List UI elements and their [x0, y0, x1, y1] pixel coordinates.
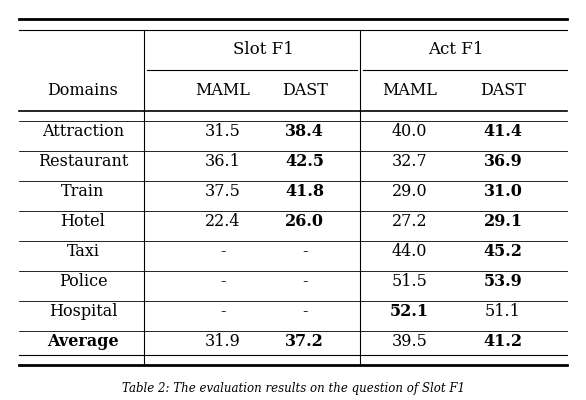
Text: 53.9: 53.9 [483, 273, 522, 290]
Text: 37.5: 37.5 [205, 183, 241, 200]
Text: 42.5: 42.5 [285, 153, 324, 170]
Text: DAST: DAST [282, 82, 328, 99]
Text: -: - [302, 303, 308, 320]
Text: 51.5: 51.5 [391, 273, 428, 290]
Text: 32.7: 32.7 [392, 153, 428, 170]
Text: MAML: MAML [382, 82, 437, 99]
Text: Restaurant: Restaurant [38, 153, 128, 170]
Text: Hotel: Hotel [60, 213, 105, 230]
Text: 39.5: 39.5 [391, 333, 428, 350]
Text: 37.2: 37.2 [285, 333, 324, 350]
Text: 29.1: 29.1 [483, 213, 523, 230]
Text: 31.9: 31.9 [205, 333, 241, 350]
Text: -: - [302, 273, 308, 290]
Text: 38.4: 38.4 [285, 123, 324, 140]
Text: 51.1: 51.1 [485, 303, 521, 320]
Text: Hospital: Hospital [49, 303, 117, 320]
Text: Average: Average [47, 333, 119, 350]
Text: 29.0: 29.0 [392, 183, 427, 200]
Text: -: - [220, 243, 226, 260]
Text: 36.9: 36.9 [483, 153, 522, 170]
Text: 27.2: 27.2 [392, 213, 427, 230]
Text: 22.4: 22.4 [205, 213, 241, 230]
Text: Slot F1: Slot F1 [233, 41, 294, 58]
Text: Act F1: Act F1 [428, 41, 484, 58]
Text: Taxi: Taxi [67, 243, 100, 260]
Text: 36.1: 36.1 [205, 153, 241, 170]
Text: 52.1: 52.1 [390, 303, 429, 320]
Text: Police: Police [59, 273, 107, 290]
Text: 26.0: 26.0 [285, 213, 324, 230]
Text: Domains: Domains [47, 82, 118, 99]
Text: 40.0: 40.0 [392, 123, 427, 140]
Text: DAST: DAST [480, 82, 526, 99]
Text: 31.5: 31.5 [205, 123, 241, 140]
Text: Train: Train [62, 183, 105, 200]
Text: MAML: MAML [196, 82, 250, 99]
Text: 41.4: 41.4 [483, 123, 523, 140]
Text: Attraction: Attraction [42, 123, 124, 140]
Text: Table 2: The evaluation results on the question of Slot F1: Table 2: The evaluation results on the q… [121, 382, 465, 395]
Text: 41.2: 41.2 [483, 333, 523, 350]
Text: 45.2: 45.2 [483, 243, 523, 260]
Text: -: - [220, 303, 226, 320]
Text: -: - [302, 243, 308, 260]
Text: -: - [220, 273, 226, 290]
Text: 31.0: 31.0 [483, 183, 522, 200]
Text: 44.0: 44.0 [392, 243, 427, 260]
Text: 41.8: 41.8 [285, 183, 324, 200]
